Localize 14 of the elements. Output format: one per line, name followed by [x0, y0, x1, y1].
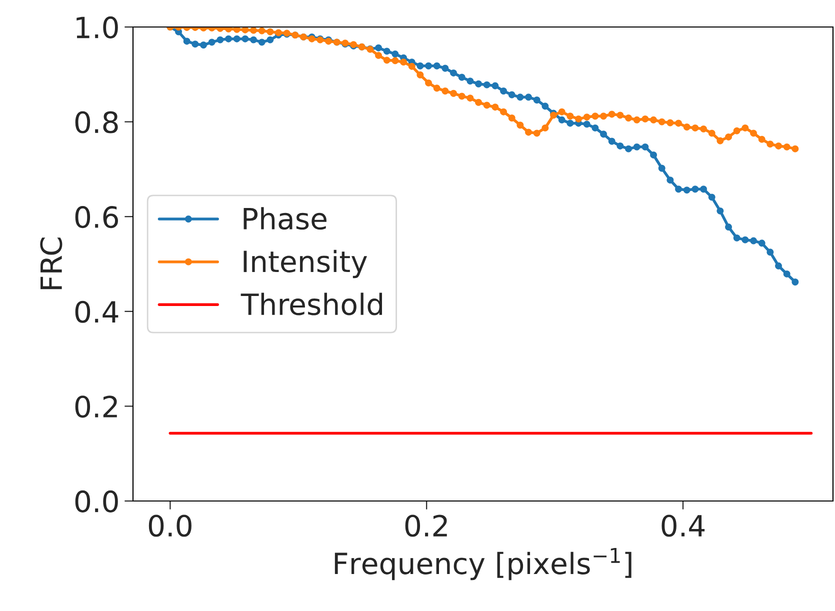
legend-label: Intensity — [244, 250, 367, 278]
x-tick-label: 0.4 — [662, 514, 705, 537]
y-tick-label: 0.2 — [75, 396, 117, 418]
x-tick-label: 0.2 — [405, 514, 447, 537]
legend-label: Threshold — [240, 292, 382, 316]
x-axis-title: Frequency [pixels$^{−1}$] — [334, 548, 632, 580]
legend-label: Phase — [244, 207, 326, 230]
y-tick-label: 0.0 — [75, 490, 118, 512]
y-tick-label: 0.6 — [75, 206, 118, 228]
y-tick-label: 1.0 — [76, 16, 118, 38]
y-tick-label: 0.8 — [75, 111, 118, 134]
y-tick-label: 0.4 — [75, 300, 118, 323]
x-tick-label: 0.0 — [148, 514, 192, 537]
y-axis-title: FRC — [40, 238, 62, 290]
